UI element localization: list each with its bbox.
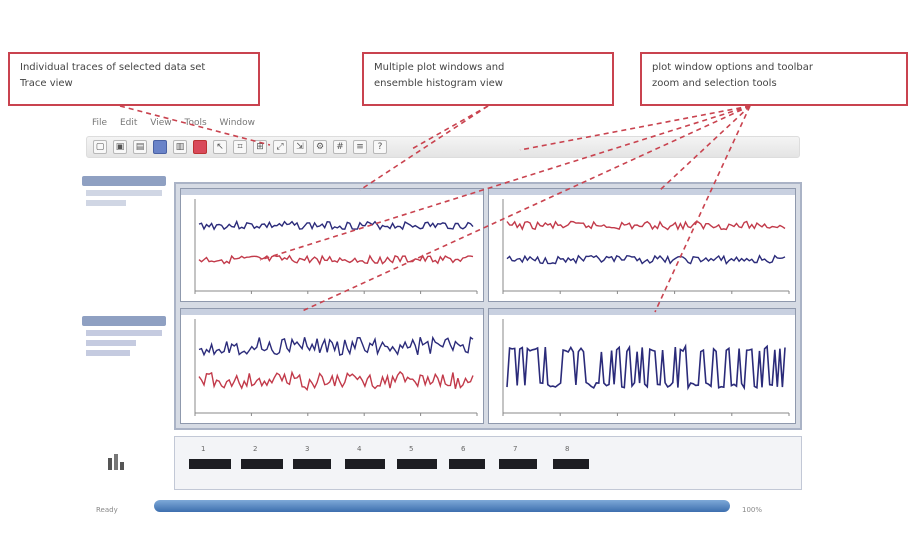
timeline-strip[interactable]: 1 2 3 4 5 6 7 8 [174, 436, 802, 490]
legend-panel [82, 316, 166, 356]
plot-panel-bottom-right[interactable] [488, 308, 796, 424]
trace-line [198, 219, 474, 231]
trace-line [506, 220, 786, 231]
plot-panel-top-left[interactable] [180, 188, 484, 302]
chart-icon [108, 454, 124, 470]
menu-item-edit[interactable]: Edit [119, 118, 138, 128]
open-icon[interactable]: ▢ [93, 140, 107, 154]
trace-line [198, 370, 474, 392]
callout-plot-windows: Multiple plot windows and ensemble histo… [362, 52, 614, 106]
menu-item-window[interactable]: Window [219, 118, 256, 128]
legend-item [86, 350, 130, 356]
help-icon[interactable]: ? [373, 140, 387, 154]
legend-header [82, 316, 166, 326]
measure-icon[interactable]: ⊞ [253, 140, 267, 154]
timeline-segment[interactable] [499, 459, 537, 469]
timeline-label: 2 [253, 445, 258, 453]
timeline-label: 3 [305, 445, 310, 453]
callout-toolbar: plot window options and toolbar zoom and… [640, 52, 908, 106]
trace-line [198, 254, 474, 266]
menu-bar: File Edit View Tools Window [92, 118, 792, 134]
cursor-icon[interactable]: ↖ [213, 140, 227, 154]
save-icon[interactable]: ▣ [113, 140, 127, 154]
menu-item-file[interactable]: File [92, 118, 108, 128]
grid-icon[interactable]: # [333, 140, 347, 154]
zoom-in-icon[interactable] [153, 140, 167, 154]
trace-line [506, 343, 786, 391]
zoom-level: 100% [742, 506, 763, 514]
plot-area [174, 182, 802, 430]
fit-icon[interactable]: ⤢ [273, 140, 287, 154]
callout-line-2: Trace view [20, 78, 73, 89]
trace-line [506, 254, 786, 265]
timeline-segment[interactable] [449, 459, 485, 469]
callout-line-1: Multiple plot windows and [374, 62, 505, 73]
timeline-segment[interactable] [397, 459, 437, 469]
crop-icon[interactable]: ⌗ [233, 140, 247, 154]
left-sidebar [82, 176, 166, 506]
export-icon[interactable]: ⇲ [293, 140, 307, 154]
callout-trace-view: Individual traces of selected data set T… [8, 52, 260, 106]
legend-item [86, 330, 162, 336]
trace-plot [194, 319, 478, 416]
status-bar [154, 500, 730, 512]
timeline-label: 4 [357, 445, 362, 453]
legend-icon[interactable]: ≡ [353, 140, 367, 154]
plot-axes [194, 199, 477, 292]
app-window: File Edit View Tools Window ▢ ▣ ▤ ▥ ↖ ⌗ … [82, 118, 804, 520]
print-icon[interactable]: ▤ [133, 140, 147, 154]
trace-plot [502, 319, 790, 416]
trace-line [198, 335, 474, 357]
callout-line-2: ensemble histogram view [374, 78, 503, 89]
timeline-label: 6 [461, 445, 466, 453]
main-toolbar: ▢ ▣ ▤ ▥ ↖ ⌗ ⊞ ⤢ ⇲ ⚙ # ≡ ? [86, 136, 800, 158]
menu-item-view[interactable]: View [150, 118, 172, 128]
plot-axes [194, 319, 477, 414]
legend-item [86, 340, 136, 346]
timeline-label: 1 [201, 445, 206, 453]
settings-icon[interactable]: ⚙ [313, 140, 327, 154]
timeline-segment[interactable] [345, 459, 385, 469]
timeline-label: 5 [409, 445, 414, 453]
status-text: Ready [96, 506, 118, 514]
select-icon[interactable] [193, 140, 207, 154]
sidebar-item[interactable] [86, 190, 162, 196]
plot-panel-bottom-left[interactable] [180, 308, 484, 424]
timeline-segment[interactable] [189, 459, 231, 469]
callout-line-1: Individual traces of selected data set [20, 62, 206, 73]
timeline-segment[interactable] [293, 459, 331, 469]
plot-panel-top-right[interactable] [488, 188, 796, 302]
callout-line-1: plot window options and toolbar [652, 62, 813, 73]
zoom-out-icon[interactable]: ▥ [173, 140, 187, 154]
timeline-segment[interactable] [553, 459, 589, 469]
timeline-segment[interactable] [241, 459, 283, 469]
timeline-label: 7 [513, 445, 518, 453]
timeline-label: 8 [565, 445, 570, 453]
sidebar-item[interactable] [86, 200, 126, 206]
trace-plot [502, 199, 790, 294]
sidebar-header [82, 176, 166, 186]
callout-line-2: zoom and selection tools [652, 78, 777, 89]
plot-axes [502, 199, 789, 292]
trace-plot [194, 199, 478, 294]
menu-item-tools[interactable]: Tools [184, 118, 207, 128]
